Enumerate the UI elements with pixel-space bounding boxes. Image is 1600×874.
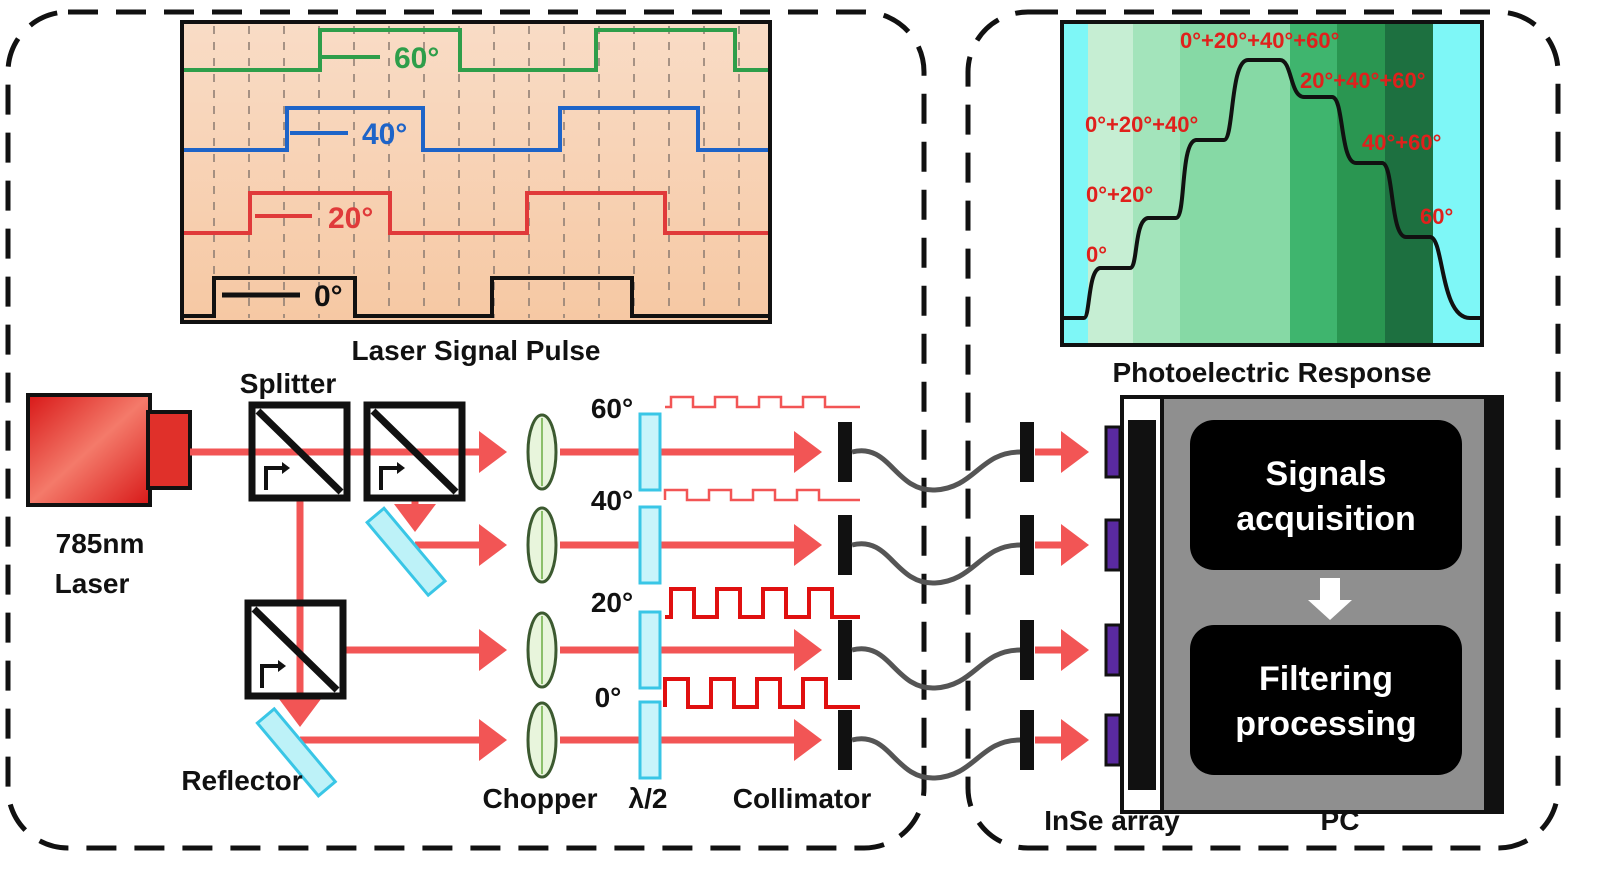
laser-beams (190, 431, 1089, 761)
half-wave-plate-label: λ/2 (629, 783, 668, 814)
channel-label-0: 0° (595, 682, 622, 713)
step-label-20-40-60: 20°+40°+60° (1300, 68, 1426, 93)
trace-0 (184, 276, 768, 318)
splitter-cube (244, 599, 347, 700)
laser-source (26, 393, 192, 507)
svg-text:processing: processing (1235, 705, 1416, 743)
trace-20 (184, 191, 768, 235)
pulse-grid (213, 26, 740, 318)
step-label-all: 0°+20°+40°+60° (1180, 28, 1339, 53)
step-label-0-20-40: 0°+20°+40° (1085, 112, 1198, 137)
trace-label-0: 0° (314, 280, 343, 313)
collimator (838, 515, 852, 575)
channel-label-40: 40° (591, 485, 633, 516)
laser-label: Laser (55, 568, 130, 599)
half-wave-plate (638, 412, 662, 492)
detection-section-frame (965, 9, 1561, 851)
svg-text:Filtering: Filtering (1259, 660, 1393, 698)
reflector-mirror (365, 506, 448, 598)
svg-text:Signals: Signals (1266, 455, 1387, 493)
photoelectric-response-panel: 0° 0°+20° 0°+20°+40° 0°+20°+40°+60° 20°+… (1060, 20, 1484, 347)
pulse-train (665, 587, 860, 619)
collimator (1020, 620, 1034, 680)
half-wave-plate (638, 505, 662, 585)
reflector-mirror (255, 706, 338, 798)
trace-40 (184, 106, 768, 152)
step-label-0-20: 0°+20° (1086, 182, 1153, 207)
trace-label-40: 40° (362, 118, 407, 151)
collimator-label: Collimator (733, 783, 872, 814)
optical-fiber (851, 448, 1021, 493)
optical-fiber (851, 646, 1021, 691)
splitter-cube (248, 401, 351, 502)
optical-fiber (851, 736, 1021, 781)
inse-array-label: InSe array (1044, 805, 1180, 836)
splitter-label: Splitter (240, 368, 337, 399)
pulse-train (663, 488, 860, 502)
pc: Signals acquisition Filtering processing (1160, 395, 1504, 814)
response-curve (1064, 58, 1482, 320)
half-wave-plate (638, 610, 662, 690)
step-label-0: 0° (1086, 242, 1107, 267)
inse-array (1104, 395, 1170, 814)
collimator (1020, 710, 1034, 770)
pulse-panel-title: Laser Signal Pulse (352, 335, 601, 366)
channel-label-60: 60° (591, 393, 633, 424)
pulse-train (663, 677, 860, 709)
svg-text:acquisition: acquisition (1236, 500, 1415, 538)
down-arrow-icon (1308, 578, 1352, 620)
optical-fiber (851, 541, 1021, 586)
collimator (1020, 422, 1034, 482)
trace-label-20: 20° (328, 202, 373, 235)
collimator (838, 422, 852, 482)
optics-section-frame (5, 9, 927, 851)
channel-label-20: 20° (591, 587, 633, 618)
collimator (838, 620, 852, 680)
filtering-processing-box (1190, 625, 1462, 775)
chopper-label: Chopper (482, 783, 597, 814)
trace-label-60: 60° (394, 42, 439, 75)
pulse-train (665, 395, 860, 409)
signals-acquisition-box (1190, 420, 1462, 570)
response-panel-title: Photoelectric Response (1113, 357, 1432, 388)
trace-60 (184, 28, 768, 72)
collimator (1020, 515, 1034, 575)
laser-label-wavelength: 785nm (56, 528, 145, 559)
splitter-cube (363, 401, 466, 502)
collimator (838, 710, 852, 770)
step-label-40-60: 40°+60° (1362, 130, 1441, 155)
reflector-label: Reflector (181, 765, 302, 796)
beam-splitters (244, 401, 466, 700)
laser-signal-pulse-panel: 60° 40° 20° 0° (180, 20, 772, 324)
pc-label: PC (1321, 805, 1360, 836)
channels (526, 395, 1034, 781)
step-label-60: 60° (1420, 204, 1453, 229)
half-wave-plate (638, 700, 662, 780)
